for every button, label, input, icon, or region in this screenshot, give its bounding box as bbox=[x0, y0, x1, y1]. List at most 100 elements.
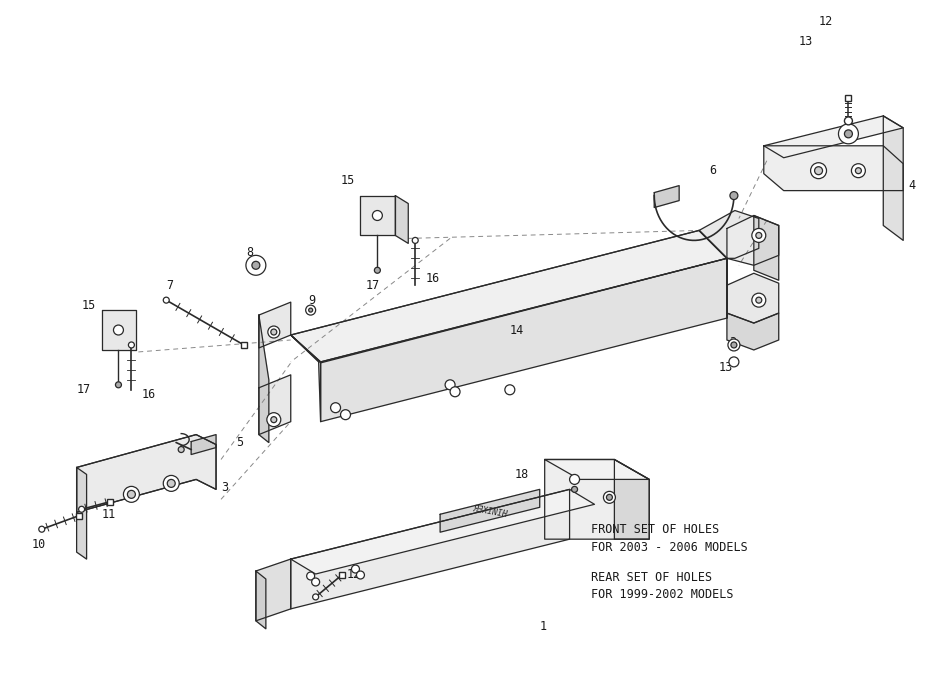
Text: 18: 18 bbox=[515, 468, 529, 481]
Text: 3: 3 bbox=[221, 481, 228, 494]
Polygon shape bbox=[259, 302, 291, 348]
Circle shape bbox=[123, 487, 139, 502]
Circle shape bbox=[844, 117, 853, 125]
Circle shape bbox=[351, 565, 360, 573]
Circle shape bbox=[607, 494, 612, 500]
Text: 13: 13 bbox=[799, 35, 813, 48]
Circle shape bbox=[163, 475, 179, 491]
Text: 5: 5 bbox=[236, 436, 243, 449]
Circle shape bbox=[450, 387, 460, 397]
Polygon shape bbox=[754, 216, 778, 280]
Polygon shape bbox=[727, 313, 778, 350]
Polygon shape bbox=[291, 489, 570, 609]
Polygon shape bbox=[884, 116, 903, 241]
Polygon shape bbox=[545, 460, 649, 539]
Text: 17: 17 bbox=[77, 384, 91, 396]
Polygon shape bbox=[320, 258, 727, 422]
Text: 4: 4 bbox=[908, 179, 916, 192]
Circle shape bbox=[752, 228, 766, 243]
Text: FOR 2003 - 2006 MODELS: FOR 2003 - 2006 MODELS bbox=[592, 541, 748, 553]
Polygon shape bbox=[77, 435, 216, 512]
Polygon shape bbox=[291, 231, 727, 362]
Text: 16: 16 bbox=[425, 272, 439, 284]
Circle shape bbox=[267, 412, 281, 427]
Polygon shape bbox=[395, 195, 408, 243]
Polygon shape bbox=[763, 146, 903, 191]
Polygon shape bbox=[763, 116, 903, 158]
Text: 13: 13 bbox=[719, 361, 733, 374]
Text: 15: 15 bbox=[341, 174, 355, 187]
Text: 7: 7 bbox=[166, 279, 174, 292]
Circle shape bbox=[852, 164, 866, 178]
Polygon shape bbox=[101, 310, 136, 350]
Circle shape bbox=[844, 130, 853, 137]
Polygon shape bbox=[291, 231, 727, 363]
Polygon shape bbox=[727, 216, 778, 266]
Text: 12: 12 bbox=[346, 568, 361, 580]
Circle shape bbox=[570, 474, 579, 485]
Circle shape bbox=[412, 237, 418, 243]
Polygon shape bbox=[699, 210, 759, 258]
Circle shape bbox=[810, 162, 826, 179]
Circle shape bbox=[178, 447, 184, 452]
Polygon shape bbox=[727, 273, 778, 323]
Circle shape bbox=[246, 255, 266, 275]
Circle shape bbox=[375, 268, 380, 273]
Text: 15: 15 bbox=[82, 299, 96, 311]
Circle shape bbox=[373, 210, 382, 220]
Polygon shape bbox=[192, 435, 216, 454]
Text: ЯƎXINIH: ЯƎXINIH bbox=[472, 503, 508, 519]
Circle shape bbox=[756, 297, 762, 303]
Circle shape bbox=[357, 571, 364, 579]
Circle shape bbox=[309, 308, 313, 312]
Circle shape bbox=[756, 233, 762, 239]
Text: 10: 10 bbox=[32, 538, 46, 551]
Circle shape bbox=[270, 417, 277, 423]
Text: REAR SET OF HOLES: REAR SET OF HOLES bbox=[592, 570, 713, 584]
Circle shape bbox=[114, 325, 123, 335]
Circle shape bbox=[129, 342, 134, 348]
Circle shape bbox=[505, 385, 515, 395]
Circle shape bbox=[604, 491, 615, 503]
Circle shape bbox=[839, 124, 858, 144]
Circle shape bbox=[729, 357, 739, 367]
Polygon shape bbox=[361, 195, 395, 235]
Polygon shape bbox=[77, 468, 86, 559]
Polygon shape bbox=[291, 335, 320, 422]
Circle shape bbox=[128, 491, 135, 498]
Text: 12: 12 bbox=[819, 15, 833, 28]
Polygon shape bbox=[259, 375, 291, 435]
Circle shape bbox=[313, 594, 318, 600]
Circle shape bbox=[814, 166, 823, 175]
Text: 9: 9 bbox=[309, 294, 316, 307]
Circle shape bbox=[307, 572, 315, 580]
Polygon shape bbox=[440, 489, 540, 532]
Circle shape bbox=[731, 342, 737, 348]
Circle shape bbox=[163, 297, 169, 303]
Circle shape bbox=[341, 410, 350, 420]
Text: FOR 1999-2002 MODELS: FOR 1999-2002 MODELS bbox=[592, 588, 734, 601]
Polygon shape bbox=[256, 559, 291, 621]
Polygon shape bbox=[259, 315, 269, 443]
Circle shape bbox=[572, 487, 577, 493]
Polygon shape bbox=[545, 460, 649, 479]
Polygon shape bbox=[256, 571, 266, 629]
Polygon shape bbox=[699, 231, 727, 318]
Circle shape bbox=[270, 329, 277, 335]
Circle shape bbox=[252, 262, 260, 270]
Circle shape bbox=[728, 339, 740, 351]
Text: 16: 16 bbox=[142, 388, 156, 401]
Text: 1: 1 bbox=[540, 620, 546, 634]
Circle shape bbox=[730, 191, 738, 200]
Text: 8: 8 bbox=[246, 246, 253, 259]
Polygon shape bbox=[291, 489, 594, 574]
Text: 14: 14 bbox=[510, 324, 524, 336]
Circle shape bbox=[855, 168, 861, 174]
Polygon shape bbox=[614, 460, 649, 539]
Text: 2: 2 bbox=[729, 336, 736, 350]
Circle shape bbox=[115, 381, 121, 388]
Circle shape bbox=[167, 479, 176, 487]
Text: 6: 6 bbox=[709, 164, 716, 177]
Circle shape bbox=[445, 380, 455, 390]
Text: FRONT SET OF HOLES: FRONT SET OF HOLES bbox=[592, 523, 720, 536]
